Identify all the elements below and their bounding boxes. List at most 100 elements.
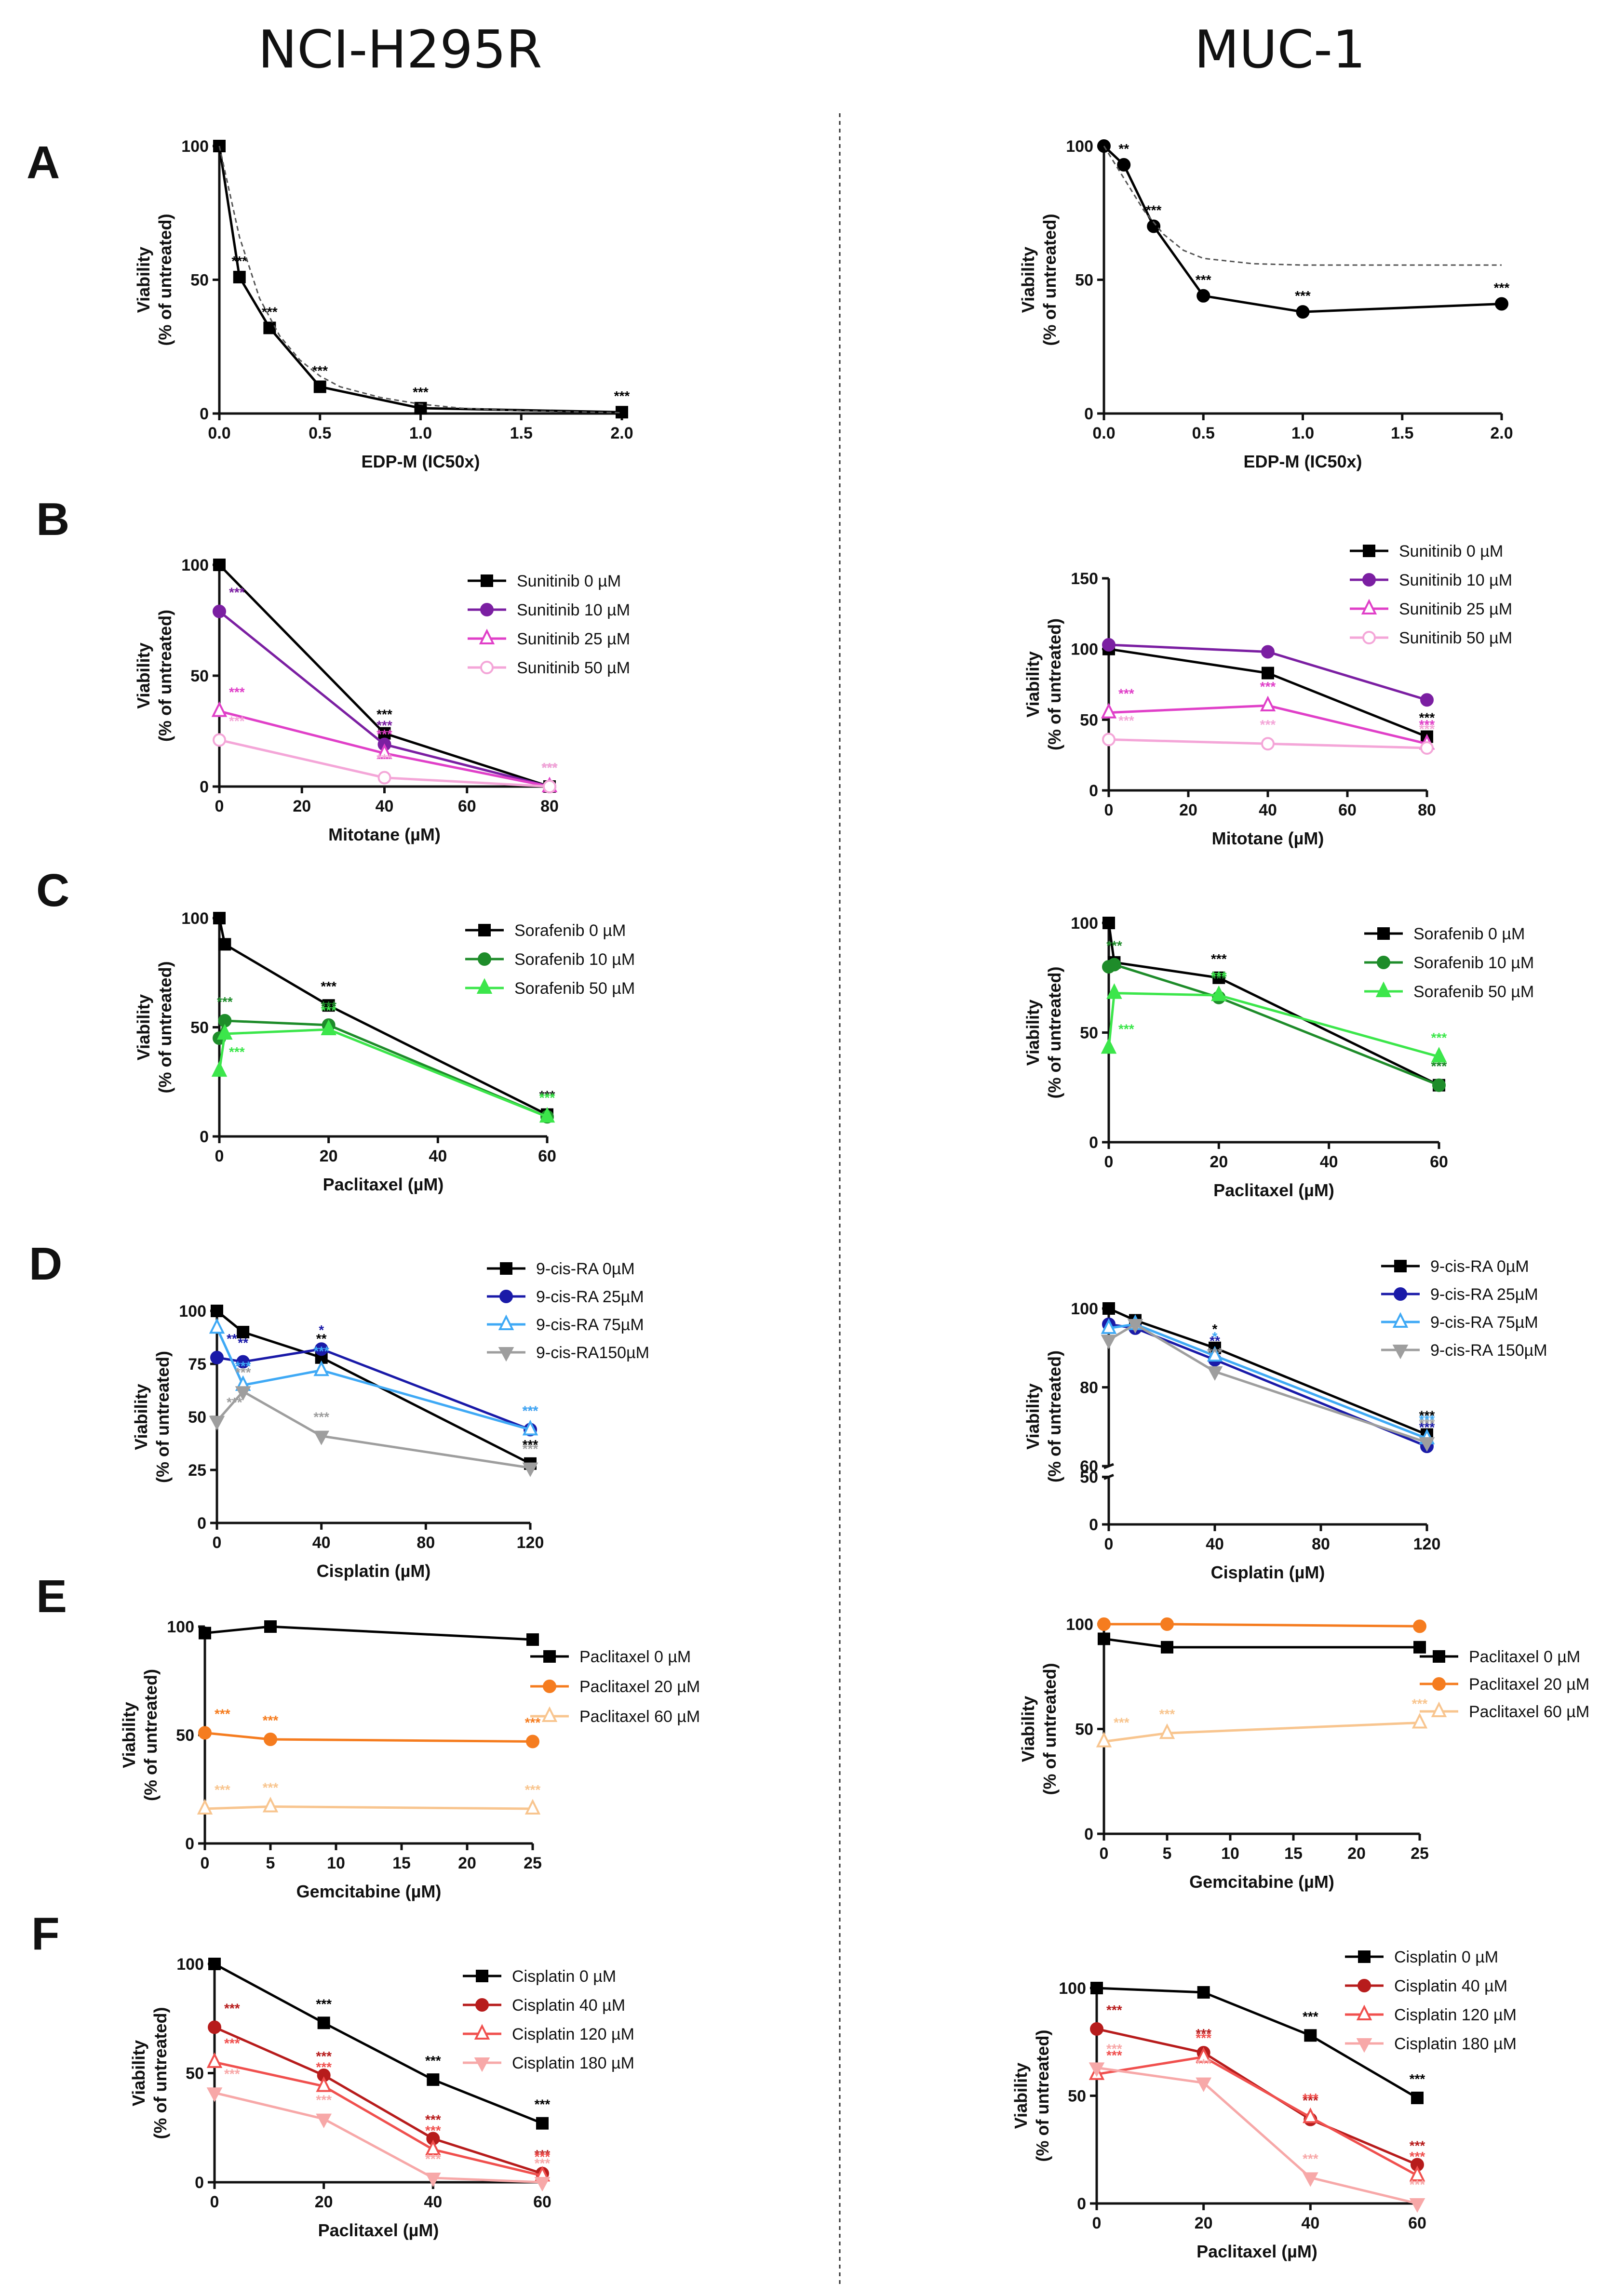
y-axis-label: Viability [134, 642, 153, 708]
legend-item: Sorafenib 0 µM [1364, 925, 1525, 943]
significance-label: *** [1106, 2002, 1122, 2017]
data-point [377, 771, 391, 785]
significance-label: *** [413, 385, 429, 400]
x-tick-label: 120 [1413, 1535, 1441, 1553]
legend-label: 9-cis-RA 25µM [1430, 1285, 1538, 1304]
data-point [1260, 695, 1276, 711]
series-fit-curve [1103, 146, 1502, 266]
x-tick-label: 60 [1338, 801, 1357, 819]
series-line [204, 1805, 533, 1810]
legend-item: Paclitaxel 20 µM [1420, 1675, 1589, 1694]
legend-item: 9-cis-RA 25µM [1381, 1285, 1538, 1304]
y-axis-label: Viability [1018, 1696, 1038, 1762]
x-tick-label: 1.5 [1391, 424, 1413, 442]
chart-d-left: 0 40 80 120 0 25 50 75 100 Cisplatin (µM) Viabilit… [131, 1260, 649, 1581]
data-point [322, 999, 335, 1012]
series-line [1107, 992, 1439, 1058]
chart-c-right: 0 20 40 60 0 50 100 Paclitaxel (µM) Viability (% … [1023, 914, 1534, 1200]
significance-label: *** [321, 979, 336, 994]
series-line [1096, 2056, 1418, 2177]
legend-label: Paclitaxel 60 µM [1469, 1703, 1589, 1721]
x-tick-label: 2.0 [610, 424, 633, 442]
data-point [1212, 971, 1225, 984]
data-point [206, 2087, 223, 2102]
x-tick-label: 60 [538, 1147, 556, 1165]
data-point [1303, 2107, 1318, 2123]
significance-label: *** [535, 2156, 551, 2171]
significance-label: *** [525, 1715, 541, 1730]
y-tick-label: 50 [190, 667, 209, 685]
significance-label: *** [1410, 2138, 1425, 2153]
data-point [1304, 2029, 1317, 2042]
y-axis-label: Viability [119, 1702, 139, 1768]
y-tick-label: 100 [181, 909, 209, 928]
legend-item: Cisplatin 40 µM [1345, 1977, 1507, 1995]
data-point [524, 1799, 541, 1815]
significance-label: *** [263, 1780, 279, 1795]
x-tick-label: 60 [458, 797, 476, 815]
series-cisplatin-0-m: ********* [208, 1958, 550, 2130]
significance-label: *** [523, 1442, 538, 1456]
panel-letter-d: D [29, 1238, 62, 1290]
y-tick-label: 0 [200, 405, 209, 423]
series-line [204, 1732, 533, 1743]
series-sunitinib-10-m [1102, 638, 1434, 707]
significance-label: *** [229, 685, 245, 700]
legend: Paclitaxel 0 µM Paclitaxel 20 µM Paclitaxe… [530, 1648, 700, 1726]
significance-label: ** [1118, 141, 1129, 156]
x-tick-label: 10 [327, 1854, 345, 1872]
chart-c-left: 0 20 40 60 0 50 100 Paclitaxel (µM) Viability (% … [134, 909, 635, 1194]
series-line [1096, 1987, 1418, 2099]
y-tick-label: 50 [1075, 271, 1093, 290]
data-point [1420, 693, 1434, 707]
data-point [1097, 1617, 1111, 1631]
significance-label: *** [1303, 2091, 1318, 2106]
x-tick-label: 0.5 [309, 424, 331, 442]
significance-label: *** [235, 1365, 251, 1380]
series-paclitaxel-0-m [199, 1620, 539, 1646]
x-tick-label: 0 [1104, 1535, 1114, 1553]
significance-label: *** [224, 2036, 240, 2051]
series-sorafenib-10-m: *** *** *** [1102, 938, 1447, 1092]
significance-label: *** [215, 1782, 230, 1797]
series-line [1096, 2066, 1418, 2205]
y-axis-label: Viability [1011, 2063, 1031, 2129]
series-line [216, 1348, 531, 1431]
x-tick-label: 15 [392, 1854, 411, 1872]
data-point [1101, 1038, 1117, 1054]
x-tick-label: 0 [1104, 1153, 1114, 1171]
legend-label: Sorafenib 10 µM [1413, 954, 1534, 972]
legend-item: Sunitinib 0 µM [468, 572, 621, 590]
x-tick-label: 20 [1195, 2214, 1213, 2232]
legend: Sorafenib 0 µM Sorafenib 10 µM Sorafenib 5… [465, 921, 635, 998]
legend-marker [475, 1998, 489, 2012]
legend-label: Sunitinib 25 µM [517, 630, 630, 648]
significance-label: *** [542, 760, 558, 775]
legend-marker [543, 1650, 556, 1663]
series-line [214, 2091, 543, 2184]
y-tick-label: 100 [181, 137, 209, 156]
y-axis-label: Viability [129, 2040, 148, 2106]
legend-marker [1392, 1345, 1409, 1360]
data-point [1102, 638, 1116, 652]
significance-label: *** [235, 1359, 251, 1374]
series-9-cis-ra-150-m: ****** [1101, 1319, 1435, 1452]
legend-marker [474, 2057, 490, 2072]
legend-item: Paclitaxel 60 µM [530, 1706, 700, 1726]
legend-marker [1363, 545, 1375, 557]
x-tick-label: 40 [424, 2193, 442, 2211]
data-point [1102, 1302, 1115, 1315]
data-point [213, 912, 226, 924]
data-point [1411, 1712, 1428, 1729]
significance-label: *** [1303, 2009, 1318, 2024]
series-line [1108, 1323, 1427, 1440]
significance-label: *** [215, 1707, 230, 1722]
y-tick-label: 100 [179, 1302, 206, 1321]
fit-line [218, 146, 622, 414]
data-point [1413, 1619, 1426, 1633]
significance-label: *** [376, 707, 392, 722]
y-axis-label-unit: (% of untreated) [155, 961, 175, 1094]
significance-label: *** [1211, 971, 1227, 986]
data-point [1409, 2198, 1425, 2213]
